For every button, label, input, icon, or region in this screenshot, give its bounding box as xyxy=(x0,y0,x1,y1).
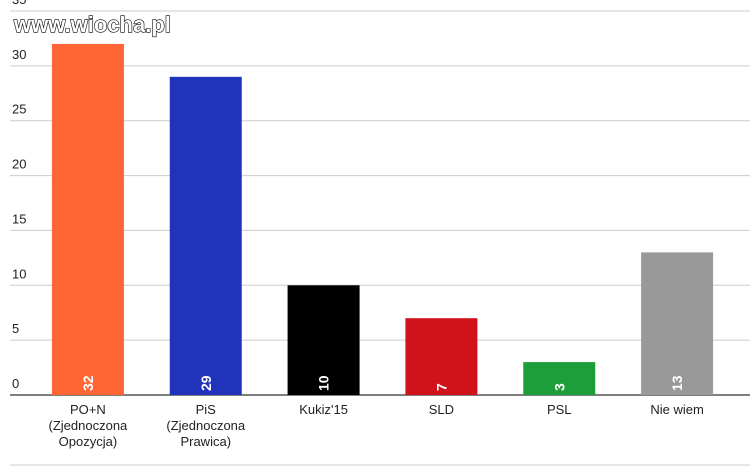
bar xyxy=(51,43,124,396)
y-tick-label: 30 xyxy=(12,47,26,62)
value-label: 3 xyxy=(551,383,567,391)
y-tick-label: 10 xyxy=(12,266,26,281)
value-label: 32 xyxy=(80,375,96,391)
bar xyxy=(405,318,478,395)
bar xyxy=(523,362,596,395)
x-tick-label: PiS (Zjednoczona Prawica) xyxy=(166,402,246,449)
x-tick-label: Kukiz'15 xyxy=(299,402,348,417)
value-label: 7 xyxy=(433,383,449,391)
x-tick-label: PSL xyxy=(546,402,572,417)
value-label: 13 xyxy=(669,375,685,391)
bar xyxy=(287,285,360,395)
y-tick-label: 15 xyxy=(12,211,26,226)
y-tick-label: 25 xyxy=(12,102,26,117)
x-tick-label: SLD xyxy=(428,402,455,417)
bar xyxy=(641,252,714,395)
value-label: 10 xyxy=(316,375,332,391)
value-label: 29 xyxy=(198,375,214,391)
y-tick-label: 0 xyxy=(12,376,19,391)
watermark: www.wiocha.pl xyxy=(13,12,171,37)
x-tick-label: PO+N (Zjednoczona Opozycja) xyxy=(48,402,128,449)
y-tick-label: 5 xyxy=(12,321,19,336)
x-tick-label: Nie wiem xyxy=(650,402,704,417)
bar xyxy=(169,76,242,395)
y-tick-label: 20 xyxy=(12,157,26,172)
y-tick-label: 35 xyxy=(12,0,26,7)
